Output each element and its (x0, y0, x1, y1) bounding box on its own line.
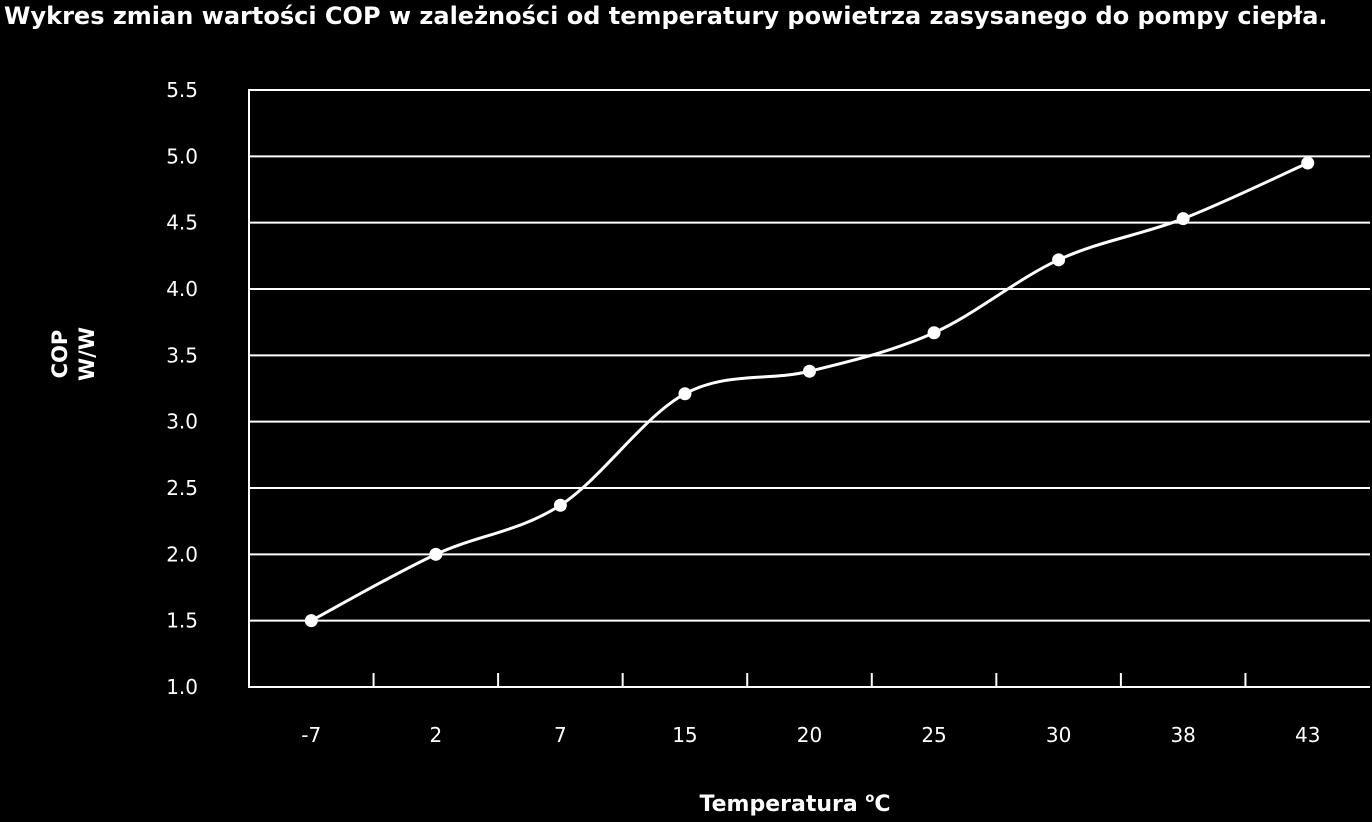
data-points (304, 156, 1315, 628)
y-tick-label: 2.0 (166, 542, 198, 566)
x-tick-label: 20 (797, 723, 822, 747)
y-tick-label: 1.0 (166, 675, 198, 699)
data-point (1301, 156, 1315, 170)
x-axis-label: Temperatura oC (0, 791, 1372, 817)
data-point (678, 387, 692, 401)
y-tick-label: 5.0 (166, 144, 198, 168)
grid-lines (249, 89, 1370, 622)
x-axis-label-unit: C (874, 792, 891, 817)
x-tick-labels: -7 2 7 15 20 25 30 38 43 (301, 723, 1320, 747)
y-tick-label: 4.5 (166, 211, 198, 235)
x-tick-label: 2 (429, 723, 442, 747)
y-tick-label: 3.0 (166, 410, 198, 434)
x-tick-label: 30 (1046, 723, 1071, 747)
axes (248, 89, 1370, 688)
x-tick-label: 15 (672, 723, 697, 747)
data-point (803, 364, 816, 378)
data-point (553, 498, 567, 512)
x-axis-label-text: Temperatura (699, 792, 858, 817)
x-tick-label: 25 (921, 723, 946, 747)
y-tick-label: 4.0 (166, 277, 198, 301)
data-point (304, 614, 318, 628)
data-point (1052, 253, 1066, 267)
y-tick-label: 2.5 (166, 476, 198, 500)
x-tick-label: 38 (1170, 723, 1195, 747)
x-tick-label: -7 (301, 723, 321, 747)
x-tick-label: 7 (554, 723, 567, 747)
series-line (309, 161, 1310, 623)
data-point (1176, 212, 1190, 226)
data-point (429, 547, 443, 561)
x-tick-label: 43 (1295, 723, 1320, 747)
y-tick-label: 5.5 (166, 78, 198, 102)
x-axis-label-degree: o (865, 791, 875, 806)
y-tick-label: 3.5 (166, 343, 198, 367)
data-series (309, 161, 1310, 623)
y-tick-label: 1.5 (166, 609, 198, 633)
y-tick-labels: 1.0 1.5 2.0 2.5 3.0 3.5 4.0 4.5 5.0 5.5 (166, 78, 198, 699)
chart-title: Wykres zmian wartości COP w zależności o… (4, 2, 1328, 30)
data-point (927, 326, 941, 340)
